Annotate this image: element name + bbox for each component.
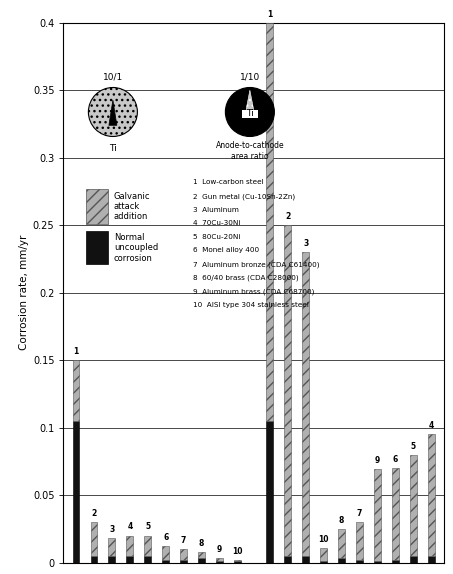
Bar: [126, 556, 133, 563]
Text: 2: 2: [92, 509, 96, 518]
Bar: [302, 556, 309, 563]
Bar: [72, 360, 79, 421]
Text: 5: 5: [411, 441, 416, 451]
Bar: [266, 421, 273, 563]
Text: 5: 5: [145, 522, 150, 532]
Text: 4: 4: [429, 421, 434, 430]
Bar: [284, 226, 291, 556]
Text: 7: 7: [357, 509, 362, 518]
Text: 9: 9: [375, 456, 380, 466]
Bar: [108, 556, 116, 563]
Bar: [410, 556, 417, 563]
Bar: [320, 548, 327, 561]
Bar: [428, 435, 435, 556]
Y-axis label: Corrosion rate, mm/yr: Corrosion rate, mm/yr: [19, 235, 29, 351]
Text: 7: 7: [181, 536, 186, 545]
Bar: [198, 559, 205, 563]
Bar: [392, 468, 399, 560]
Bar: [108, 538, 116, 556]
Text: 1: 1: [73, 347, 79, 356]
Bar: [180, 549, 187, 560]
Bar: [234, 560, 241, 561]
Text: 4: 4: [127, 522, 132, 532]
Text: 3: 3: [109, 525, 115, 534]
Text: 8: 8: [339, 516, 344, 525]
Bar: [145, 556, 151, 563]
Bar: [234, 561, 241, 563]
Text: 3: 3: [303, 239, 308, 248]
Text: 10: 10: [318, 534, 329, 544]
Text: 10: 10: [232, 547, 243, 556]
Bar: [266, 23, 273, 421]
Bar: [302, 253, 309, 556]
Bar: [410, 455, 417, 556]
Bar: [216, 561, 223, 563]
Bar: [180, 560, 187, 563]
Text: 9: 9: [217, 545, 222, 554]
Text: 6: 6: [393, 455, 398, 464]
Bar: [392, 560, 399, 563]
Bar: [356, 522, 363, 560]
Bar: [428, 556, 435, 563]
Bar: [374, 470, 381, 561]
Bar: [198, 552, 205, 559]
Bar: [216, 559, 223, 561]
Text: 2: 2: [285, 212, 290, 221]
Bar: [91, 522, 97, 556]
Bar: [356, 560, 363, 563]
Bar: [320, 561, 327, 563]
Bar: [374, 561, 381, 563]
Bar: [338, 559, 345, 563]
Text: 6: 6: [163, 533, 169, 542]
Bar: [126, 536, 133, 556]
Bar: [145, 536, 151, 556]
Bar: [91, 556, 97, 563]
Bar: [162, 546, 169, 560]
Text: 8: 8: [199, 538, 204, 548]
Text: 1: 1: [267, 10, 272, 19]
Bar: [162, 560, 169, 563]
Bar: [72, 421, 79, 563]
Bar: [338, 529, 345, 559]
Bar: [284, 556, 291, 563]
